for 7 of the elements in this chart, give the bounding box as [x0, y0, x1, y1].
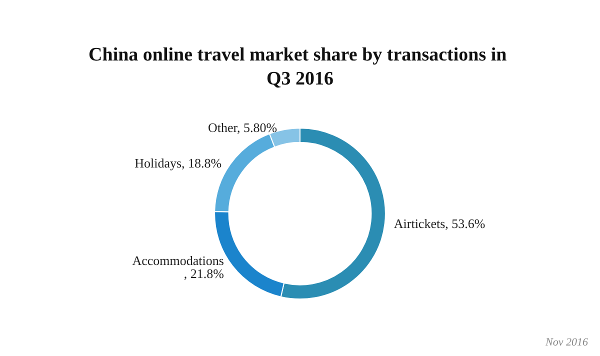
text: Nov 2016 [544, 336, 588, 348]
data-label: , 21.8% [184, 266, 224, 282]
slice-label: Holidays, 18.8% [134, 156, 222, 171]
slice-label: Airtickets, 53.6% [394, 216, 486, 231]
slice-label: Other, 5.80% [208, 120, 278, 136]
chart-title: China online travel market share by transactions in Q3 2016 [88, 44, 512, 90]
slice-label: Accommodations [132, 253, 224, 268]
